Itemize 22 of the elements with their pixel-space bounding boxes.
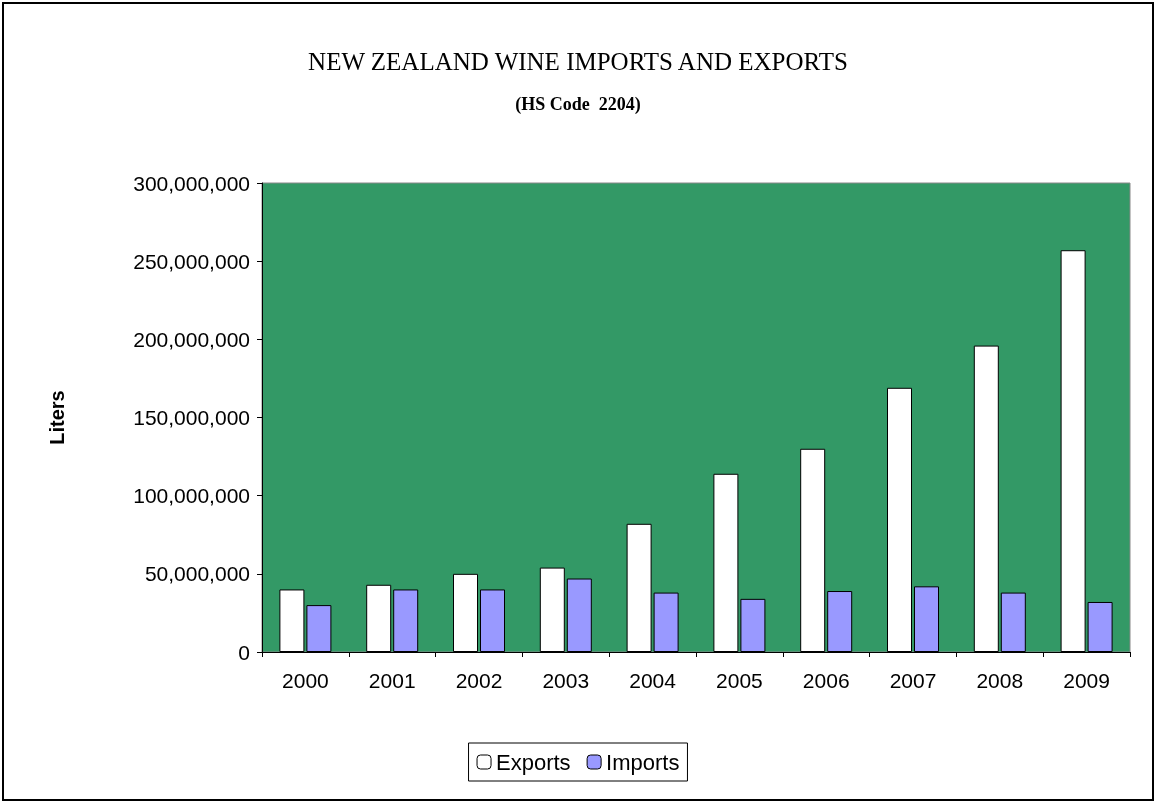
y-tick-label: 250,000,000 [133, 249, 250, 273]
y-tick-label: 150,000,000 [133, 406, 250, 429]
x-tick-label: 2005 [716, 669, 763, 692]
x-tick-label: 2009 [1063, 669, 1110, 692]
y-tick-label: 200,000,000 [133, 327, 250, 351]
y-tick-label: 100,000,000 [133, 484, 250, 508]
x-tick-label: 2003 [542, 669, 590, 692]
x-tick-label: 2001 [368, 669, 416, 692]
y-tick-label: 0 [238, 640, 250, 664]
y-tick-label: 300,000,000 [133, 171, 250, 195]
x-tick-label: 2006 [802, 669, 850, 692]
x-tick-label: 2002 [455, 669, 503, 692]
x-tick-label: 2004 [629, 669, 677, 692]
y-axis-title: Liters [46, 390, 68, 445]
x-tick-label: 2008 [976, 669, 1024, 692]
legend-label: Exports [496, 749, 571, 775]
legend-label: Imports [606, 749, 680, 775]
x-tick-label: 2000 [282, 669, 329, 692]
chart-subtitle: (HS Code 2204) [515, 94, 641, 115]
y-tick-label: 50,000,000 [144, 562, 250, 586]
chart-title: NEW ZEALAND WINE IMPORTS AND EXPORTS [308, 48, 848, 75]
x-tick-label: 2007 [889, 669, 937, 692]
